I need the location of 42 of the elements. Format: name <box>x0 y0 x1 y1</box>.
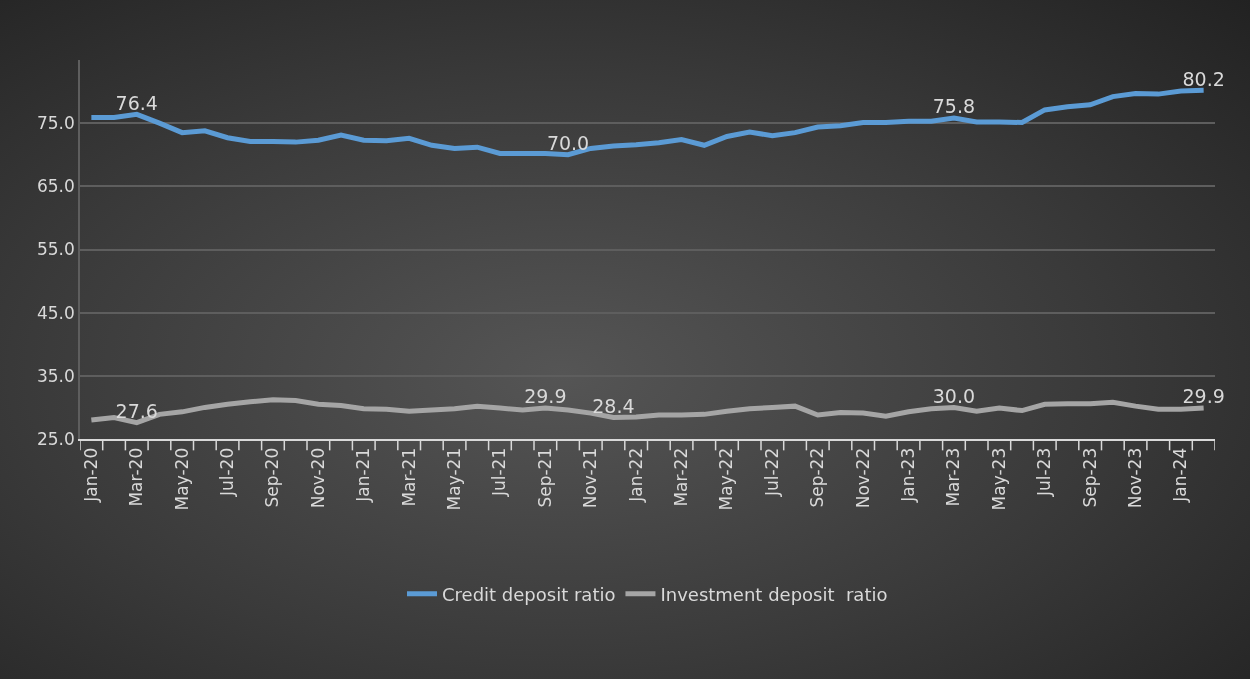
data-label: 29.9 <box>1182 385 1225 408</box>
x-tick-label: Jul-23 <box>1034 447 1055 498</box>
data-label: 28.4 <box>592 394 635 417</box>
x-tick-label: Sep-20 <box>262 447 283 508</box>
y-tick-label: 45.0 <box>36 302 75 323</box>
data-label: 29.9 <box>524 385 567 408</box>
data-label: 76.4 <box>115 91 158 114</box>
y-tick-label: 35.0 <box>36 365 75 386</box>
x-tick-label: May-22 <box>716 447 737 511</box>
legend-label: Credit deposit ratio <box>442 583 616 605</box>
x-tick-label: May-21 <box>444 447 465 511</box>
data-label: 75.8 <box>932 95 976 118</box>
x-tick-label: Nov-21 <box>580 447 601 509</box>
x-tick-label: Nov-23 <box>1125 447 1146 509</box>
x-tick-label: Jul-21 <box>489 447 510 498</box>
x-tick-label: Mar-23 <box>943 447 964 507</box>
y-tick-label: 65.0 <box>36 176 75 197</box>
x-tick-label: Jan-24 <box>1170 447 1191 503</box>
x-tick-label: Sep-21 <box>534 447 555 508</box>
y-tick-label: 75.0 <box>36 113 75 134</box>
data-label: 70.0 <box>546 132 590 154</box>
x-tick-label: Mar-21 <box>398 447 419 507</box>
x-tick-label: May-20 <box>171 447 192 511</box>
data-label: 30.0 <box>932 384 976 407</box>
x-tick-label: Mar-20 <box>126 447 147 507</box>
y-tick-label: 25.0 <box>36 428 75 449</box>
data-label: 80.2 <box>1182 67 1225 90</box>
x-tick-label: Jan-22 <box>625 447 646 503</box>
x-tick-label: Jan-20 <box>80 447 101 503</box>
x-tick-label: Jul-22 <box>761 447 782 498</box>
legend-label: Investment deposit ratio <box>660 583 888 605</box>
x-tick-label: Jan-23 <box>898 447 919 503</box>
x-tick-label: May-23 <box>988 447 1009 511</box>
x-tick-label: Jul-20 <box>217 447 238 498</box>
x-tick-label: Nov-20 <box>307 447 328 509</box>
x-tick-label: Nov-22 <box>852 447 873 509</box>
x-tick-label: Jan-21 <box>353 447 374 503</box>
data-label: 27.6 <box>115 399 158 422</box>
x-tick-label: Mar-22 <box>671 447 692 507</box>
x-tick-label: Sep-22 <box>807 447 828 508</box>
x-tick-label: Sep-23 <box>1079 447 1100 508</box>
y-tick-label: 55.0 <box>36 239 75 260</box>
